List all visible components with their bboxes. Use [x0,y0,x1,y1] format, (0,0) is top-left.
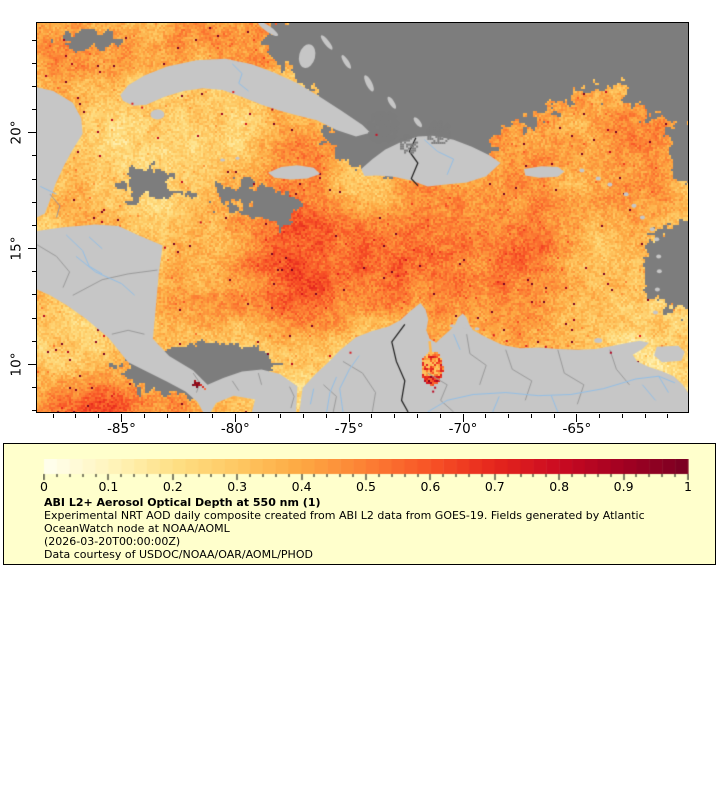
y-axis-tick [27,364,36,365]
y-axis-tick [27,132,36,134]
x-axis-tick [212,413,214,418]
y-axis-tick [31,85,36,87]
legend-description-line: Experimental NRT AOD daily composite cre… [44,509,645,522]
x-axis-tick [166,413,168,418]
y-axis-tick-label: 15° [8,236,25,261]
x-axis-tick-label: -75° [334,421,364,437]
x-axis-tick [52,413,54,418]
y-axis-tick [31,109,36,111]
x-axis-tick [394,413,396,418]
colorbar-tick-label: 0.1 [98,479,119,494]
y-axis-tick [31,340,36,342]
y-axis-tick [31,317,36,319]
y-axis-tick [31,387,36,389]
x-axis-tick [75,413,77,418]
colorbar-tick-label: 0 [40,479,48,494]
x-axis-tick [416,413,418,418]
colorbar-tick-label: 0.7 [484,479,505,494]
x-axis-tick [371,413,373,418]
y-axis-tick [31,155,36,157]
x-axis-tick [143,413,145,418]
colorbar-tick-label: 1 [684,479,692,494]
x-axis-tick [599,413,601,418]
x-axis-tick [348,413,350,422]
x-axis-tick-label: -85° [107,421,136,437]
x-axis-tick [120,413,122,422]
x-axis-tick [508,413,510,418]
colorbar-tick-label: 0.6 [420,479,441,494]
colorbar-tick-label: 0.2 [162,479,183,494]
y-axis-tick [31,201,36,203]
x-axis-tick-label: -65° [562,421,592,437]
y-axis-tick [31,294,36,296]
x-axis-tick [303,413,305,418]
legend-title: ABI L2+ Aerosol Optical Depth at 550 nm … [44,496,321,509]
x-axis-tick [439,413,441,418]
y-axis-tick [31,224,36,226]
y-axis-tick-label: 10° [8,352,25,377]
colorbar-tick-label: 0.4 [291,479,312,494]
legend-description-line: Data courtesy of USDOC/NOAA/OAR/AOML/PHO… [44,548,313,561]
x-axis-tick [530,413,532,418]
x-axis-tick [98,413,100,418]
y-axis-tick [31,271,36,273]
x-axis-tick [667,413,669,418]
y-axis-tick-label: 20° [8,120,25,145]
legend-description-line: OceanWatch node at NOAA/AOML [44,522,230,535]
y-axis-tick [31,39,36,41]
legend-box: 0 0.1 0.2 0.3 0.4 0.5 0.6 0.7 0.8 0.9 1 ABI L2+ Ae… [3,443,716,565]
x-axis-tick [257,413,259,418]
x-axis-tick [553,413,555,418]
x-axis-tick [462,413,464,422]
legend-description-line: (2026-03-20T00:00:00Z) [44,535,181,548]
colorbar-tick-label: 0.5 [356,479,376,494]
colorbar-tick-label: 0.8 [549,479,570,494]
y-axis-tick [31,410,36,412]
x-axis-tick-label: -70° [448,421,478,437]
y-axis-tick [31,178,36,180]
x-axis-tick [485,413,487,418]
y-axis-tick [27,248,36,250]
colorbar-tick-label: 0.3 [227,479,248,494]
x-axis-tick [644,413,646,418]
colorbar [43,459,689,482]
x-axis-tick [576,413,578,422]
colorbar-tick-label: 0.9 [613,479,634,494]
x-axis-tick [621,413,623,418]
map-frame [35,21,689,413]
x-axis-tick [280,413,282,418]
x-axis-tick-label: -80° [220,421,250,437]
aod-map-canvas [36,22,688,412]
y-axis-tick [31,62,36,64]
x-axis-tick [325,413,327,418]
x-axis-tick [234,413,236,422]
x-axis-tick [189,413,191,418]
